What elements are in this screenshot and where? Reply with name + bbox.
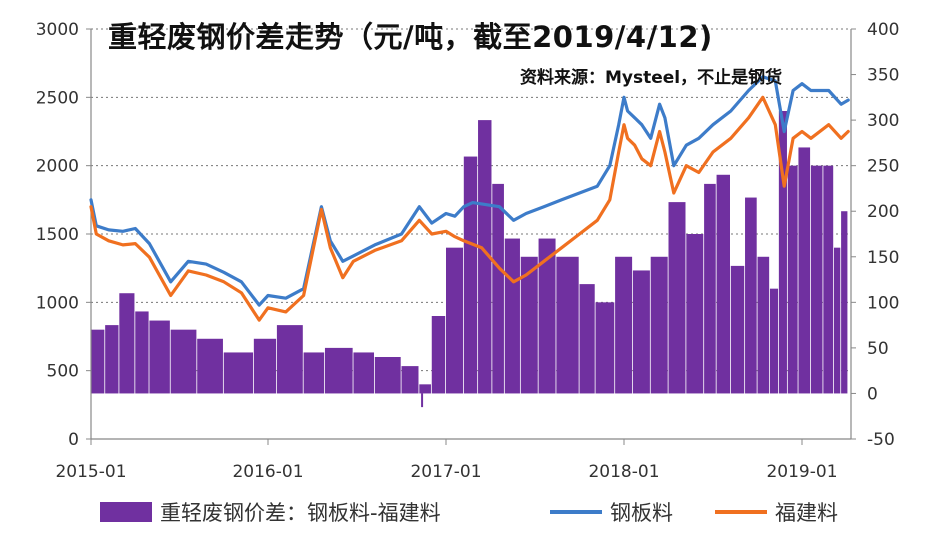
left-tick-label-500: 500	[47, 362, 79, 382]
spread-bar-27	[615, 256, 633, 394]
spread-bar-1	[105, 325, 119, 394]
spread-bar-3	[135, 311, 149, 394]
legend-item-fujian: 福建料	[715, 497, 838, 527]
spread-bar-20	[492, 183, 504, 394]
spread-bar-18	[463, 156, 478, 394]
spread-bar-0	[91, 329, 105, 394]
spread-bar-34	[730, 265, 745, 394]
x-tick-label-2017: 2017-01	[410, 462, 481, 482]
spread-bar-22	[520, 256, 538, 394]
spread-bar-4	[149, 320, 170, 394]
spread-bar-2	[119, 293, 135, 394]
legend-swatch-fujian	[715, 510, 767, 514]
spread-bar-42	[823, 165, 834, 394]
right-tick-label-350: 350	[867, 66, 899, 86]
spread-bars	[91, 111, 848, 408]
spread-bar-32	[704, 183, 716, 394]
spread-bar-9	[276, 325, 303, 394]
right-tick-label-400: 400	[867, 20, 899, 40]
left-tick-label-0: 0	[68, 430, 79, 450]
spread-bar-25	[579, 284, 595, 394]
left-tick-label-3000: 3000	[36, 20, 79, 40]
spread-bar-36	[757, 256, 770, 394]
spread-bar-19	[478, 120, 492, 394]
right-tick-label-150: 150	[867, 248, 899, 268]
spread-bar-8	[253, 338, 277, 394]
legend-swatch-spread	[100, 502, 152, 522]
spread-bar-13	[374, 357, 401, 394]
spread-bar-16	[431, 316, 446, 394]
axes	[86, 28, 856, 445]
left-tick-label-1000: 1000	[36, 293, 79, 313]
legend-swatch-steel-plate	[550, 510, 602, 514]
right-tick-label-0: 0	[867, 384, 878, 404]
spread-bar-44	[841, 211, 848, 394]
chart-title: 重轻废钢价差走势（元/吨，截至2019/4/12)	[108, 20, 713, 54]
x-tick-label-2019: 2019-01	[766, 462, 837, 482]
spread-bar-37	[769, 288, 779, 394]
right-tick-label-50: 50	[867, 339, 889, 359]
spread-bar-7	[223, 352, 254, 394]
chart-source: 资料来源：Mysteel，不止是钢货	[520, 68, 783, 88]
x-tick-label-2015: 2015-01	[55, 462, 126, 482]
left-tick-label-2000: 2000	[36, 157, 79, 177]
right-tick-label-200: 200	[867, 202, 899, 222]
spread-bar-14	[401, 366, 419, 394]
x-tick-label-2018: 2018-01	[588, 462, 659, 482]
spread-bar-21	[504, 238, 520, 394]
spread-bar-30	[668, 202, 686, 394]
spread-bar-33	[716, 174, 730, 394]
spread-bar-5	[170, 329, 197, 394]
series-line-fujian	[89, 95, 850, 322]
spread-bar-31	[686, 234, 704, 394]
right-tick-label-300: 300	[867, 111, 899, 131]
series-lines	[89, 75, 850, 322]
spread-bar-10	[303, 352, 325, 394]
spread-bar-17	[446, 247, 463, 394]
right-tick-label-100: 100	[867, 293, 899, 313]
spread-bar-43	[833, 247, 841, 394]
x-tick-label-2016: 2016-01	[232, 462, 303, 482]
spread-bar-39	[787, 165, 798, 394]
right-tick-label--50: -50	[867, 430, 895, 450]
series-line-steel-plate	[89, 75, 850, 307]
legend-label-fujian: 福建料	[775, 501, 838, 525]
legend-label-steel-plate: 钢板料	[610, 501, 673, 525]
left-tick-label-2500: 2500	[36, 88, 79, 108]
spread-bar-28	[632, 270, 650, 394]
legend-label-spread: 重轻废钢价差：钢板料-福建料	[160, 501, 441, 525]
spread-bar-11	[324, 347, 353, 394]
spread-bar-29	[650, 256, 668, 394]
spread-bar-41	[810, 165, 823, 394]
legend-item-spread: 重轻废钢价差：钢板料-福建料	[100, 497, 441, 527]
spread-bar-negative	[421, 393, 424, 408]
right-tick-label-250: 250	[867, 157, 899, 177]
spread-bar-6	[197, 338, 223, 394]
spread-bar-23	[538, 238, 556, 394]
spread-bar-12	[353, 352, 374, 394]
spread-bar-38	[778, 111, 787, 394]
spread-bar-15	[419, 384, 431, 394]
spread-bar-24	[556, 256, 579, 394]
spread-bar-35	[745, 197, 757, 394]
spread-bar-26	[595, 302, 615, 394]
spread-bar-40	[798, 147, 811, 394]
tick-labels: 0 500 1000 1500 2000 2500 3000 -50 0 50 100 150 200 2…	[36, 20, 900, 482]
legend-item-steel-plate: 钢板料	[550, 497, 673, 527]
left-tick-label-1500: 1500	[36, 225, 79, 245]
